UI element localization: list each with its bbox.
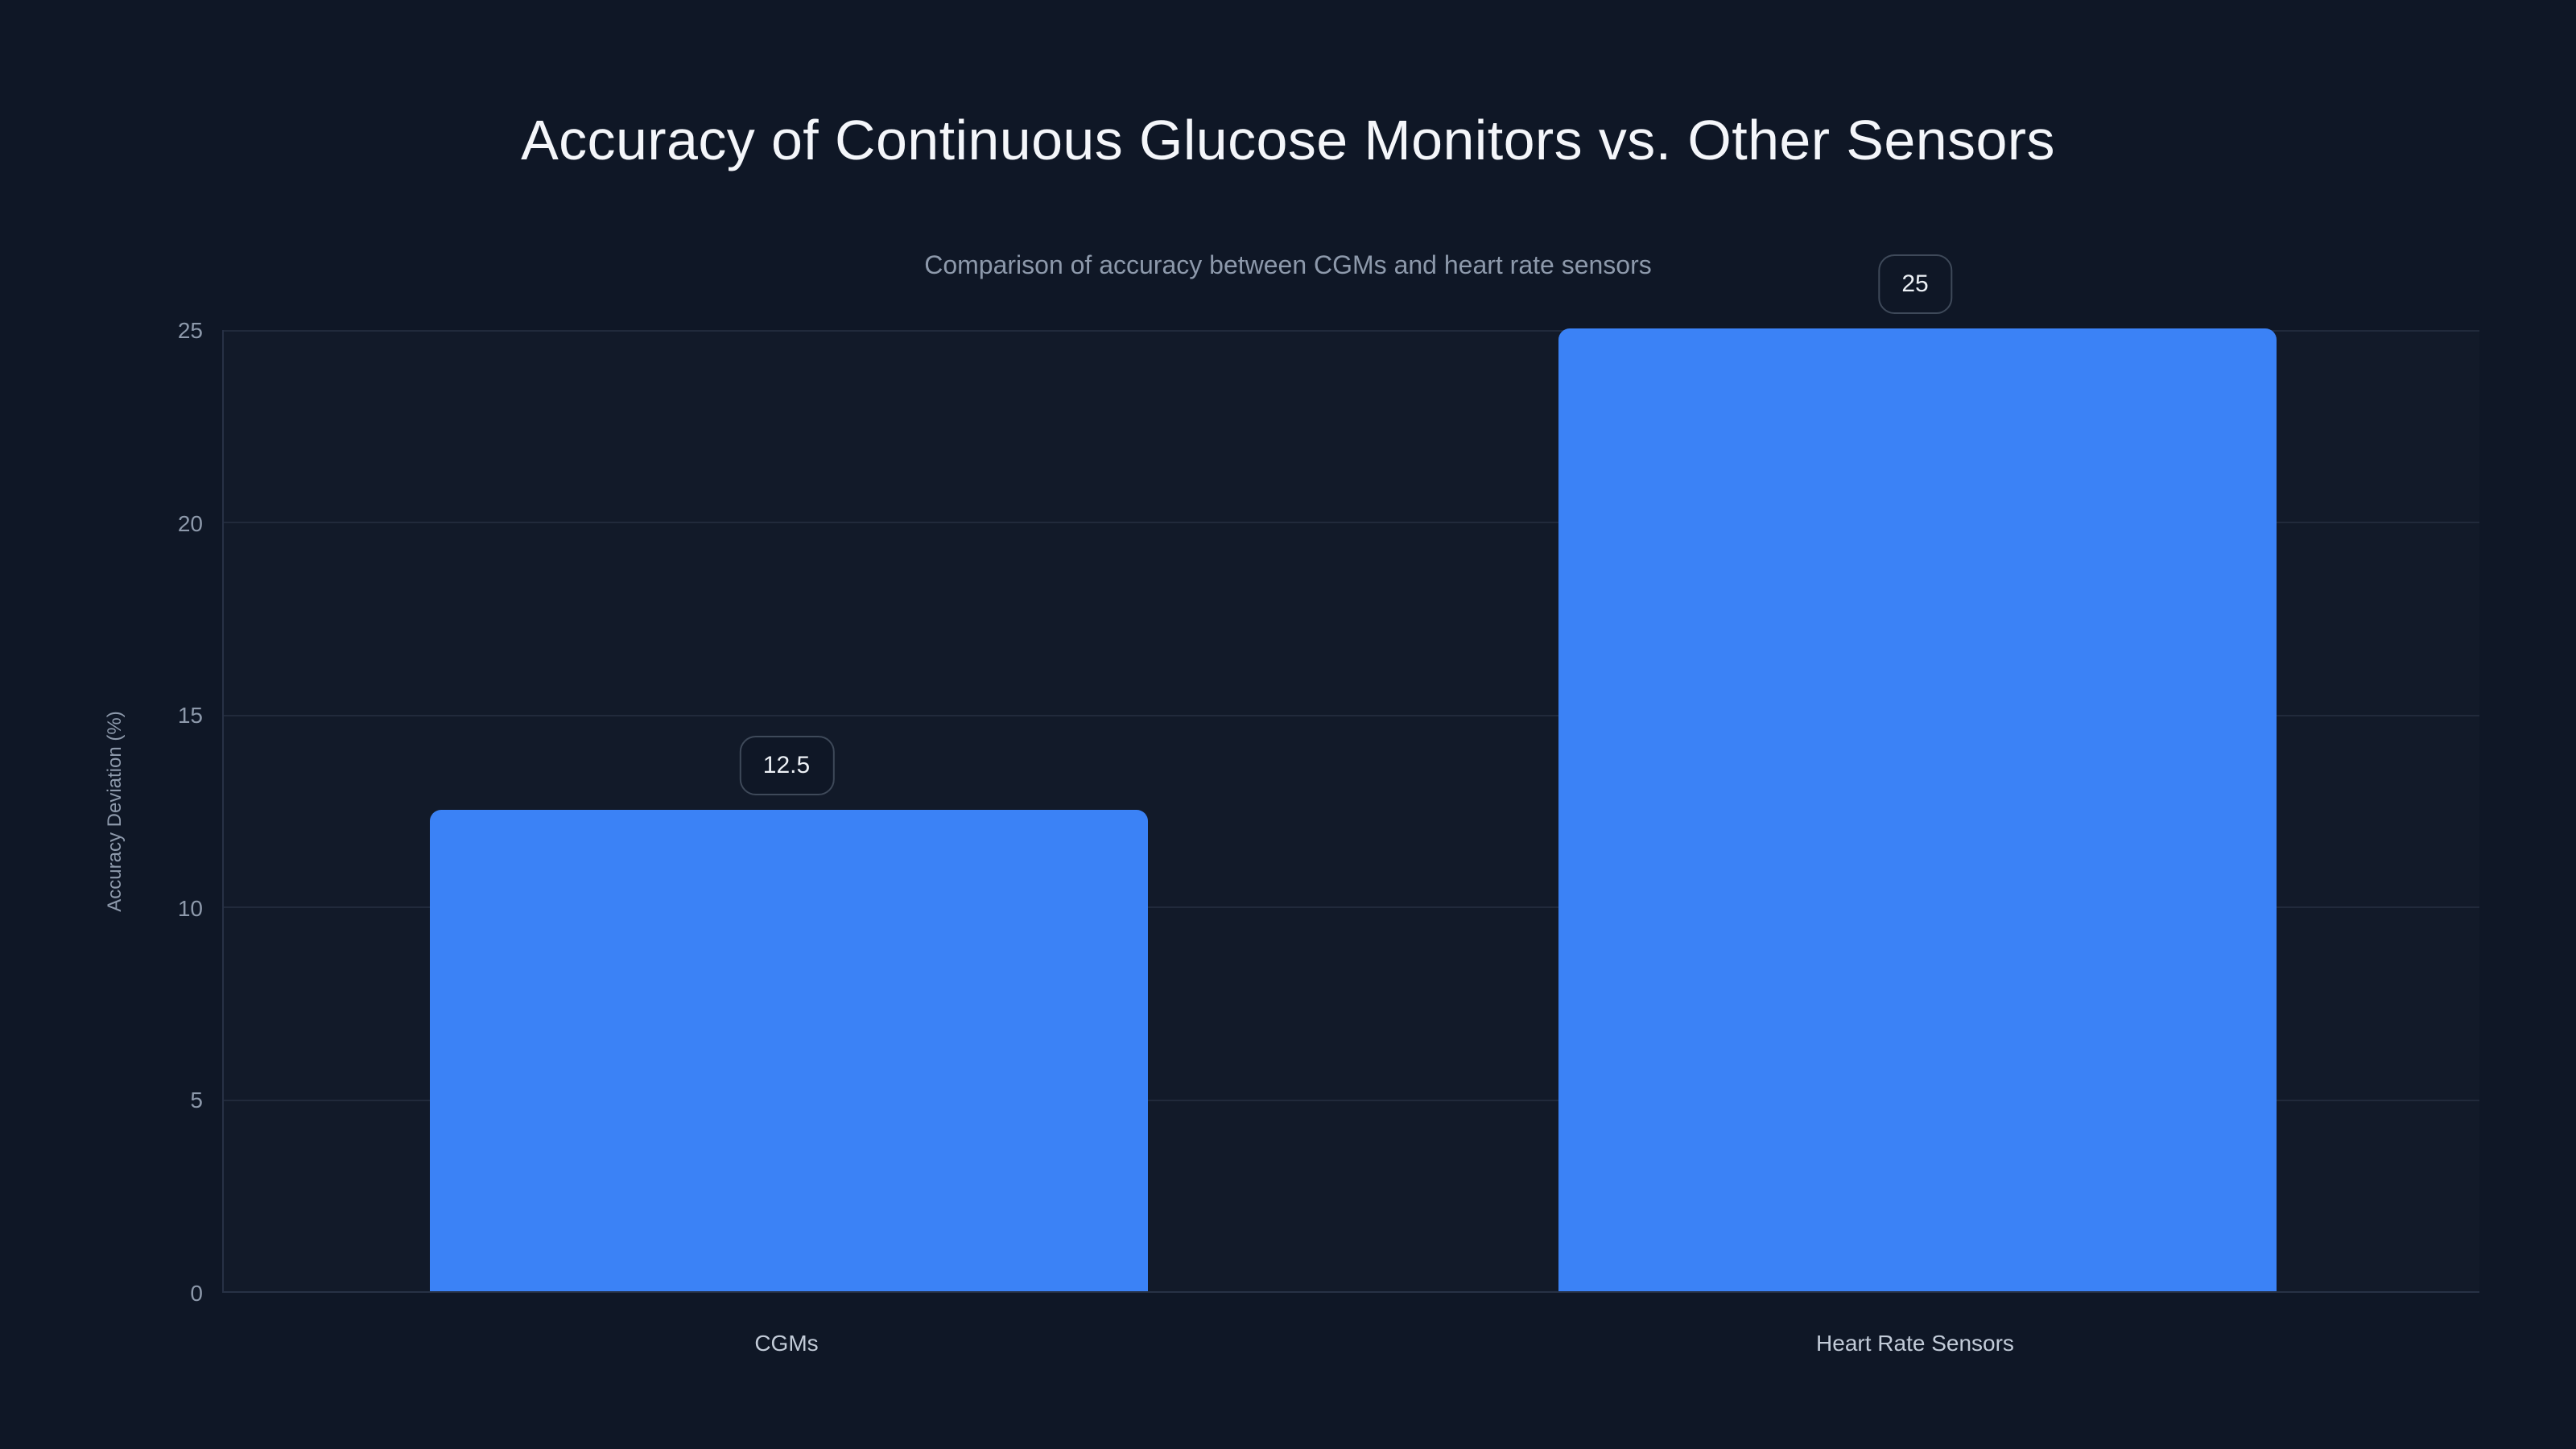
chart-subtitle: Comparison of accuracy between CGMs and … bbox=[924, 253, 1652, 280]
gridline-y-15 bbox=[224, 714, 2479, 716]
y-tick-label-10: 10 bbox=[177, 894, 203, 921]
gridline-y-25 bbox=[224, 329, 2479, 331]
y-axis-title: Accuracy Deviation (%) bbox=[103, 711, 126, 912]
value-label-cgms: 12.5 bbox=[738, 736, 835, 795]
chart-title: Accuracy of Continuous Glucose Monitors … bbox=[521, 109, 2055, 172]
plot-area bbox=[222, 328, 2479, 1293]
y-tick-label-25: 25 bbox=[177, 317, 203, 343]
bar-cgms[interactable] bbox=[429, 810, 1147, 1291]
gridline-y-20 bbox=[224, 522, 2479, 524]
gridline-y-10 bbox=[224, 906, 2479, 909]
value-label-heart-rate-sensors: 25 bbox=[1877, 254, 1953, 314]
x-category-label-cgms: CGMs bbox=[754, 1330, 819, 1356]
gridline-y-5 bbox=[224, 1099, 2479, 1101]
y-tick-label-20: 20 bbox=[177, 510, 203, 536]
y-tick-label-5: 5 bbox=[190, 1087, 203, 1113]
x-category-label-heart-rate-sensors: Heart Rate Sensors bbox=[1816, 1330, 2014, 1356]
bar-heart-rate-sensors[interactable] bbox=[1558, 328, 2276, 1291]
y-tick-label-15: 15 bbox=[177, 702, 203, 729]
y-tick-label-0: 0 bbox=[190, 1280, 203, 1306]
